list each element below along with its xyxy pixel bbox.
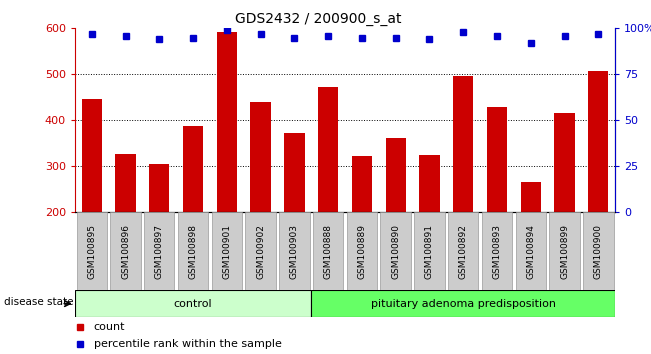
FancyBboxPatch shape [110, 212, 141, 290]
FancyBboxPatch shape [212, 212, 242, 290]
Bar [555, 114, 575, 212]
Title: GDS2432 / 200900_s_at: GDS2432 / 200900_s_at [235, 12, 401, 26]
Text: control: control [174, 298, 212, 309]
Bar [149, 164, 169, 212]
FancyBboxPatch shape [482, 212, 512, 290]
Text: GSM100899: GSM100899 [560, 224, 569, 279]
Text: disease state: disease state [4, 297, 74, 307]
FancyBboxPatch shape [178, 212, 208, 290]
Text: percentile rank within the sample: percentile rank within the sample [94, 339, 282, 349]
FancyBboxPatch shape [414, 212, 445, 290]
FancyBboxPatch shape [245, 212, 276, 290]
FancyBboxPatch shape [380, 212, 411, 290]
Text: GSM100888: GSM100888 [324, 224, 333, 279]
Text: GSM100893: GSM100893 [493, 224, 501, 279]
Text: GSM100891: GSM100891 [425, 224, 434, 279]
Bar [251, 102, 271, 212]
FancyBboxPatch shape [313, 212, 343, 290]
Text: GSM100903: GSM100903 [290, 224, 299, 279]
FancyBboxPatch shape [77, 212, 107, 290]
Text: GSM100892: GSM100892 [459, 224, 467, 279]
FancyBboxPatch shape [75, 290, 311, 317]
FancyBboxPatch shape [549, 212, 580, 290]
Bar [419, 155, 439, 212]
Text: count: count [94, 321, 125, 332]
FancyBboxPatch shape [448, 212, 478, 290]
FancyBboxPatch shape [144, 212, 174, 290]
Bar [487, 108, 507, 212]
Text: pituitary adenoma predisposition: pituitary adenoma predisposition [370, 298, 556, 309]
Bar [284, 133, 305, 212]
Text: GSM100889: GSM100889 [357, 224, 367, 279]
FancyBboxPatch shape [311, 290, 615, 317]
Text: GSM100897: GSM100897 [155, 224, 164, 279]
Bar [81, 99, 102, 212]
Text: GSM100902: GSM100902 [256, 224, 265, 279]
Text: GSM100894: GSM100894 [526, 224, 535, 279]
FancyBboxPatch shape [279, 212, 310, 290]
Bar [521, 183, 541, 212]
Bar [453, 76, 473, 212]
Bar [352, 156, 372, 212]
Text: GSM100896: GSM100896 [121, 224, 130, 279]
Bar [589, 71, 609, 212]
Bar [217, 32, 237, 212]
Text: GSM100898: GSM100898 [189, 224, 197, 279]
FancyBboxPatch shape [583, 212, 613, 290]
Bar [115, 154, 135, 212]
Text: GSM100900: GSM100900 [594, 224, 603, 279]
Bar [385, 138, 406, 212]
Bar [318, 87, 339, 212]
FancyBboxPatch shape [347, 212, 377, 290]
Text: GSM100901: GSM100901 [223, 224, 231, 279]
FancyBboxPatch shape [516, 212, 546, 290]
Bar [183, 126, 203, 212]
Text: GSM100890: GSM100890 [391, 224, 400, 279]
Text: GSM100895: GSM100895 [87, 224, 96, 279]
